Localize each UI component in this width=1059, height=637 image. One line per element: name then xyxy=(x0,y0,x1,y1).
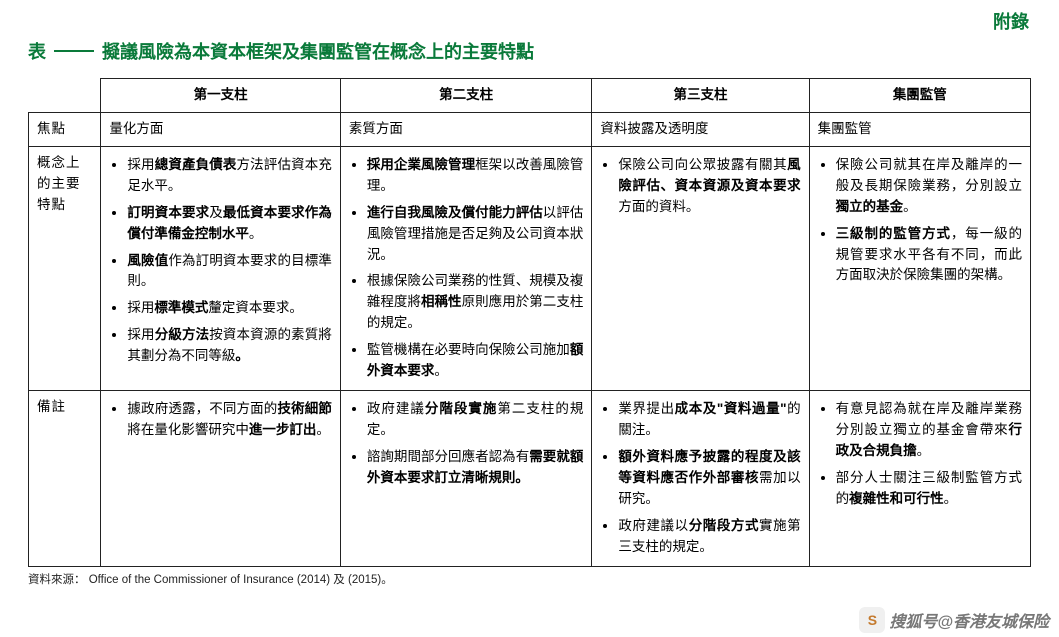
list-item: 據政府透露，不同方面的技術細節將在量化影響研究中進一步訂出。 xyxy=(127,399,331,441)
table-title: 表 擬議風險為本資本框架及集團監管在概念上的主要特點 xyxy=(28,38,1031,64)
col-header-4: 集團監管 xyxy=(809,79,1030,113)
header-row: 第一支柱 第二支柱 第三支柱 集團監管 xyxy=(29,79,1031,113)
col-header-2: 第二支柱 xyxy=(340,79,592,113)
appendix-label: 附錄 xyxy=(993,8,1029,34)
list-item: 進行自我風險及償付能力評估以評估風險管理措施是否足夠及公司資本狀況。 xyxy=(367,203,584,266)
list-item: 根據保險公司業務的性質、規模及複雜程度將相稱性原則應用於第二支柱的規定。 xyxy=(367,271,584,334)
col-header-3: 第三支柱 xyxy=(592,79,809,113)
title-dash xyxy=(54,50,94,52)
list-item: 部分人士關注三級制監管方式的複雜性和可行性。 xyxy=(836,468,1022,510)
list-item: 採用分級方法按資本資源的素質將其劃分為不同等級。 xyxy=(127,325,331,367)
list-item: 監管機構在必要時向保險公司施加額外資本要求。 xyxy=(367,340,584,382)
remarks-label: 備註 xyxy=(29,391,101,566)
list-item: 保險公司向公眾披露有關其風險評估、資本資源及資本要求方面的資料。 xyxy=(618,155,800,218)
main-table: 第一支柱 第二支柱 第三支柱 集團監管 焦點 量化方面 素質方面 資料披露及透明… xyxy=(28,78,1031,567)
list-item: 採用企業風險管理框架以改善風險管理。 xyxy=(367,155,584,197)
remarks-cell-3: 業界提出成本及"資料過量"的關注。額外資料應予披露的程度及該等資料應否作外部審核… xyxy=(592,391,809,566)
watermark-icon: S xyxy=(859,607,885,633)
list-item: 有意見認為就在岸及離岸業務分別設立獨立的基金會帶來行政及合規負擔。 xyxy=(836,399,1022,462)
col-header-1: 第一支柱 xyxy=(101,79,340,113)
watermark-text: 搜狐号@香港友城保险 xyxy=(889,608,1049,632)
title-prefix: 表 xyxy=(28,38,46,64)
watermark: S 搜狐号@香港友城保险 xyxy=(859,607,1049,633)
concept-cell-1: 採用總資產負債表方法評估資本充足水平。訂明資本要求及最低資本要求作為償付準備金控… xyxy=(101,146,340,390)
list-item: 風險值作為訂明資本要求的目標準則。 xyxy=(127,251,331,293)
list-item: 保險公司就其在岸及離岸的一般及長期保險業務，分別設立獨立的基金。 xyxy=(836,155,1022,218)
concept-label: 概念上的主要特點 xyxy=(29,146,101,390)
list-item: 諮詢期間部分回應者認為有需要就額外資本要求訂立清晰規則。 xyxy=(367,447,584,489)
remarks-cell-1: 據政府透露，不同方面的技術細節將在量化影響研究中進一步訂出。 xyxy=(101,391,340,566)
concept-cell-3: 保險公司向公眾披露有關其風險評估、資本資源及資本要求方面的資料。 xyxy=(592,146,809,390)
list-item: 政府建議以分階段方式實施第三支柱的規定。 xyxy=(618,516,800,558)
focus-cell-1: 量化方面 xyxy=(101,112,340,146)
focus-cell-3: 資料披露及透明度 xyxy=(592,112,809,146)
list-item: 採用標準模式釐定資本要求。 xyxy=(127,298,331,319)
concept-cell-2: 採用企業風險管理框架以改善風險管理。進行自我風險及償付能力評估以評估風險管理措施… xyxy=(340,146,592,390)
list-item: 訂明資本要求及最低資本要求作為償付準備金控制水平。 xyxy=(127,203,331,245)
list-item: 三級制的監管方式，每一級的規管要求水平各有不同，而此方面取決於保險集團的架構。 xyxy=(836,224,1022,287)
list-item: 額外資料應予披露的程度及該等資料應否作外部審核需加以研究。 xyxy=(618,447,800,510)
focus-label: 焦點 xyxy=(29,112,101,146)
focus-cell-4: 集團監管 xyxy=(809,112,1030,146)
remarks-cell-2: 政府建議分階段實施第二支柱的規定。諮詢期間部分回應者認為有需要就額外資本要求訂立… xyxy=(340,391,592,566)
concept-cell-4: 保險公司就其在岸及離岸的一般及長期保險業務，分別設立獨立的基金。三級制的監管方式… xyxy=(809,146,1030,390)
focus-row: 焦點 量化方面 素質方面 資料披露及透明度 集團監管 xyxy=(29,112,1031,146)
list-item: 採用總資產負債表方法評估資本充足水平。 xyxy=(127,155,331,197)
list-item: 業界提出成本及"資料過量"的關注。 xyxy=(618,399,800,441)
source-note: 資料來源： Office of the Commissioner of Insu… xyxy=(28,571,1031,587)
concept-row: 概念上的主要特點 採用總資產負債表方法評估資本充足水平。訂明資本要求及最低資本要… xyxy=(29,146,1031,390)
remarks-cell-4: 有意見認為就在岸及離岸業務分別設立獨立的基金會帶來行政及合規負擔。部分人士關注三… xyxy=(809,391,1030,566)
list-item: 政府建議分階段實施第二支柱的規定。 xyxy=(367,399,584,441)
title-main: 擬議風險為本資本框架及集團監管在概念上的主要特點 xyxy=(102,38,534,64)
remarks-row: 備註 據政府透露，不同方面的技術細節將在量化影響研究中進一步訂出。 政府建議分階… xyxy=(29,391,1031,566)
focus-cell-2: 素質方面 xyxy=(340,112,592,146)
